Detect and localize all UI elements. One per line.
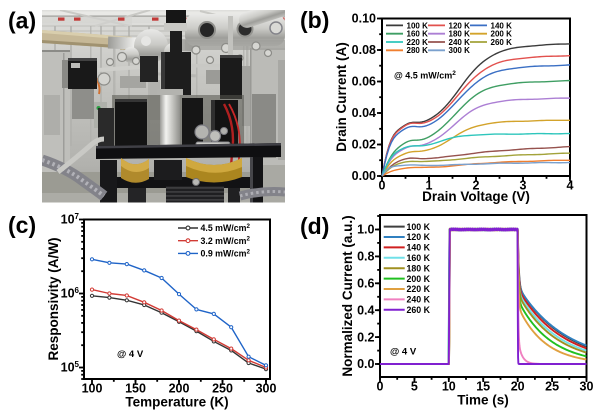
svg-text:150: 150 <box>125 382 146 396</box>
svg-text:0: 0 <box>379 179 386 193</box>
svg-text:100 K: 100 K <box>407 21 429 30</box>
svg-text:4.5 mW/cm2: 4.5 mW/cm2 <box>201 223 251 233</box>
svg-text:15: 15 <box>476 380 490 394</box>
svg-text:140 K: 140 K <box>491 21 513 30</box>
svg-text:0.0: 0.0 <box>357 357 374 371</box>
svg-text:Drain Voltage (V): Drain Voltage (V) <box>422 189 530 204</box>
svg-text:(d): (d) <box>300 213 329 239</box>
svg-text:3: 3 <box>520 179 527 193</box>
svg-text:1: 1 <box>426 179 433 193</box>
svg-text:4: 4 <box>567 179 574 193</box>
svg-text:260 K: 260 K <box>491 38 513 47</box>
svg-text:0.10: 0.10 <box>352 12 376 26</box>
svg-text:@ 4 V: @ 4 V <box>117 349 144 360</box>
svg-text:Responsivity (A/W): Responsivity (A/W) <box>46 237 61 360</box>
svg-text:@ 4 V: @ 4 V <box>390 347 417 358</box>
svg-text:0.4: 0.4 <box>357 303 374 317</box>
svg-text:0.9 mW/cm2: 0.9 mW/cm2 <box>201 248 251 258</box>
svg-text:240 K: 240 K <box>407 295 431 305</box>
svg-text:20: 20 <box>511 380 525 394</box>
svg-text:3.2 mW/cm2: 3.2 mW/cm2 <box>201 236 251 246</box>
svg-text:300: 300 <box>256 382 277 396</box>
svg-text:5: 5 <box>411 380 418 394</box>
svg-text:120 K: 120 K <box>449 21 471 30</box>
svg-text:@ 4.5 mW/cm2: @ 4.5 mW/cm2 <box>394 70 456 81</box>
svg-text:30: 30 <box>580 380 594 394</box>
svg-text:120 K: 120 K <box>407 232 431 242</box>
svg-text:100 K: 100 K <box>407 222 431 232</box>
svg-text:200: 200 <box>169 382 190 396</box>
svg-text:300 K: 300 K <box>449 46 471 55</box>
svg-text:(a): (a) <box>8 7 36 33</box>
svg-text:140 K: 140 K <box>407 243 431 253</box>
svg-text:0.2: 0.2 <box>357 330 374 344</box>
svg-text:200 K: 200 K <box>407 274 431 284</box>
svg-text:100: 100 <box>82 382 103 396</box>
svg-text:0.06: 0.06 <box>352 75 376 89</box>
svg-text:250: 250 <box>212 382 233 396</box>
svg-text:0.8: 0.8 <box>357 250 374 264</box>
svg-text:280 K: 280 K <box>407 46 429 55</box>
svg-text:240 K: 240 K <box>449 38 471 47</box>
svg-text:25: 25 <box>545 380 559 394</box>
svg-text:0.6: 0.6 <box>357 277 374 291</box>
svg-text:220 K: 220 K <box>407 284 431 294</box>
svg-text:0.02: 0.02 <box>352 138 376 152</box>
svg-text:Time (s): Time (s) <box>457 393 509 408</box>
svg-text:2: 2 <box>473 179 480 193</box>
svg-text:Normalized Current (a.u.): Normalized Current (a.u.) <box>340 215 355 376</box>
svg-text:0.00: 0.00 <box>352 169 376 183</box>
svg-text:220 K: 220 K <box>407 38 429 47</box>
svg-text:(c): (c) <box>8 212 36 238</box>
svg-text:0.04: 0.04 <box>352 106 376 120</box>
svg-text:200 K: 200 K <box>491 30 513 39</box>
svg-text:Drain Current (A): Drain Current (A) <box>334 42 349 152</box>
svg-text:180 K: 180 K <box>407 263 431 273</box>
svg-text:0.08: 0.08 <box>352 43 376 57</box>
svg-text:160 K: 160 K <box>407 253 431 263</box>
svg-text:260 K: 260 K <box>407 305 431 315</box>
svg-text:160 K: 160 K <box>407 30 429 39</box>
svg-text:(b): (b) <box>300 7 329 33</box>
svg-text:1.0: 1.0 <box>357 223 374 237</box>
svg-text:Temperature (K): Temperature (K) <box>125 395 228 410</box>
svg-text:10: 10 <box>442 380 456 394</box>
svg-text:0: 0 <box>377 380 384 394</box>
svg-text:180 K: 180 K <box>449 30 471 39</box>
